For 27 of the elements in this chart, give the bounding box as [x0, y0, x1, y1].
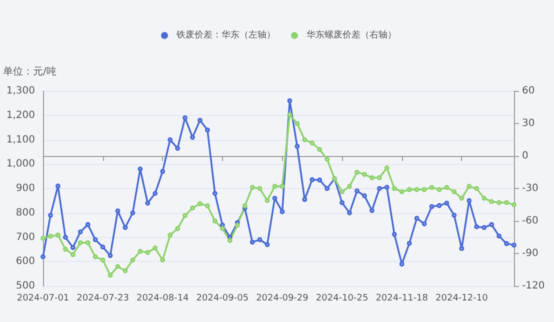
y2-tick-label: -30: [522, 183, 538, 194]
x-tick-label: 2024-11-18: [376, 294, 428, 304]
x-tick-label: 2024-07-01: [16, 294, 70, 304]
y-tick-label: 1,000: [6, 158, 35, 170]
y2-tick-label: -90: [522, 248, 538, 259]
y-tick-label: 700: [16, 232, 35, 243]
x-tick-label: 2024-08-14: [136, 294, 190, 304]
y-tick-label: 1,100: [6, 134, 35, 146]
x-tick-label: 2024-09-29: [256, 294, 309, 304]
y-tick-label: 900: [16, 183, 35, 194]
y2-tick-label: 30: [522, 118, 535, 129]
x-tick-label: 2024-09-05: [196, 294, 249, 304]
y2-tick-label: 0: [522, 150, 528, 162]
y2-tick-label: -60: [522, 216, 538, 226]
x-tick-label: 2024-12-10: [436, 294, 488, 304]
y2-tick-label: -120: [522, 280, 545, 292]
legend-label: 华东螺废价差（右轴）: [306, 30, 396, 40]
y-tick-label: 1,200: [6, 110, 35, 121]
x-tick-label: 2024-07-23: [76, 294, 129, 304]
y-axis-title: 单位：元/吨: [3, 66, 56, 78]
y-tick-label: 800: [16, 207, 35, 218]
y-tick-label: 1,300: [6, 86, 35, 96]
legend-label: 铁废价差：华东（左轴）: [176, 30, 276, 40]
y-tick-label: 600: [16, 256, 35, 268]
y-tick-label: 500: [16, 280, 35, 292]
x-tick-label: 2024-10-25: [316, 294, 368, 304]
y2-tick-label: 60: [522, 86, 535, 96]
